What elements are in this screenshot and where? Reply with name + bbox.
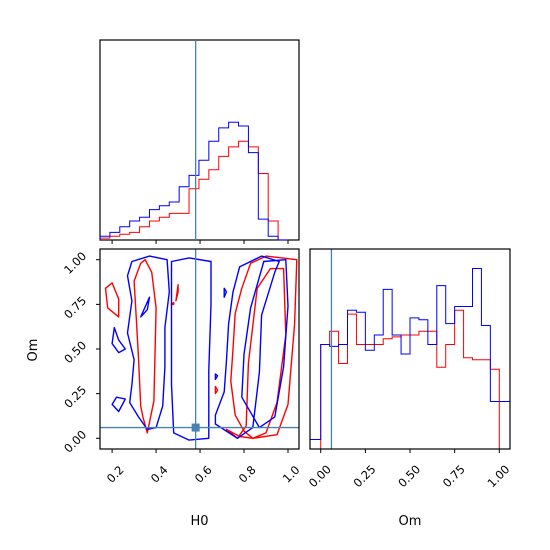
contour-red — [170, 301, 175, 306]
contour-red — [104, 282, 120, 318]
h0-hist-red-step — [99, 140, 289, 241]
panel-h0-histogram — [99, 39, 300, 241]
frame-h0-histogram — [99, 39, 300, 241]
contour-red — [214, 385, 219, 395]
contour-red — [175, 284, 179, 302]
y-axis-label-om: Om — [26, 339, 41, 362]
contour-blue — [111, 396, 127, 413]
contour-blue — [223, 287, 228, 298]
x-axis-label-om: Om — [399, 514, 422, 529]
contour-red — [133, 259, 157, 434]
contour-blue — [126, 255, 171, 431]
om-hist-blue-step — [309, 268, 511, 449]
h0-hist-blue-step — [99, 121, 289, 241]
contour-blue — [214, 255, 280, 439]
contour-blue — [111, 326, 127, 354]
contour-blue — [170, 257, 212, 441]
panel-om-histogram — [309, 248, 511, 450]
contour-blue — [241, 259, 289, 429]
contour-red — [230, 255, 298, 439]
x-axis-label-h0: H0 — [190, 514, 208, 529]
contour-blue — [214, 373, 219, 381]
truth-marker — [191, 423, 200, 432]
contour-blue — [139, 296, 151, 318]
